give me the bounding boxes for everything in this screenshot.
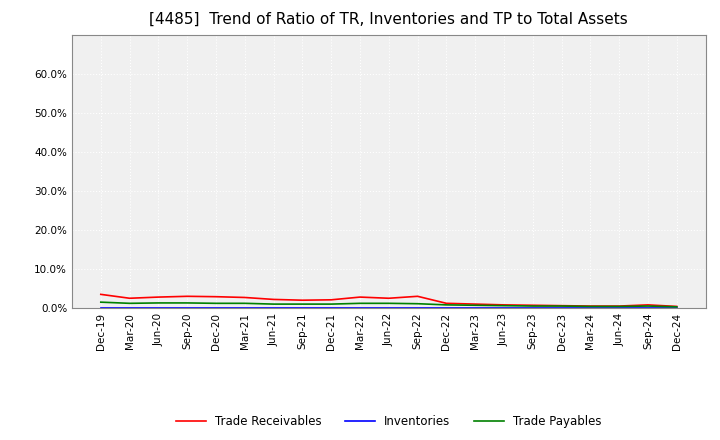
Trade Payables	[212, 301, 220, 306]
Trade Payables	[183, 300, 192, 305]
Trade Receivables	[183, 293, 192, 299]
Trade Payables	[269, 301, 278, 307]
Trade Payables	[96, 300, 105, 305]
Line: Trade Payables: Trade Payables	[101, 302, 677, 307]
Inventories	[557, 305, 566, 311]
Inventories	[500, 305, 508, 311]
Inventories	[644, 305, 652, 311]
Inventories	[298, 305, 307, 311]
Inventories	[96, 305, 105, 311]
Inventories	[442, 305, 451, 311]
Trade Receivables	[644, 302, 652, 308]
Inventories	[413, 305, 422, 311]
Trade Receivables	[154, 294, 163, 300]
Trade Receivables	[327, 297, 336, 302]
Trade Payables	[672, 304, 681, 309]
Trade Receivables	[240, 295, 249, 300]
Trade Payables	[615, 304, 624, 309]
Trade Receivables	[212, 294, 220, 299]
Trade Receivables	[269, 297, 278, 302]
Inventories	[528, 305, 537, 311]
Trade Payables	[240, 301, 249, 306]
Line: Trade Receivables: Trade Receivables	[101, 294, 677, 306]
Trade Receivables	[672, 304, 681, 309]
Trade Payables	[356, 301, 364, 306]
Inventories	[125, 305, 134, 311]
Trade Payables	[500, 303, 508, 308]
Title: [4485]  Trend of Ratio of TR, Inventories and TP to Total Assets: [4485] Trend of Ratio of TR, Inventories…	[150, 12, 628, 27]
Inventories	[154, 305, 163, 311]
Trade Receivables	[298, 297, 307, 303]
Inventories	[212, 305, 220, 311]
Trade Payables	[154, 300, 163, 305]
Trade Payables	[442, 302, 451, 308]
Inventories	[615, 305, 624, 311]
Trade Receivables	[500, 302, 508, 308]
Inventories	[269, 305, 278, 311]
Trade Receivables	[471, 301, 480, 307]
Trade Receivables	[96, 292, 105, 297]
Trade Receivables	[528, 303, 537, 308]
Trade Payables	[327, 301, 336, 307]
Trade Payables	[557, 304, 566, 309]
Trade Payables	[413, 301, 422, 306]
Trade Payables	[471, 303, 480, 308]
Trade Receivables	[413, 293, 422, 299]
Trade Payables	[298, 301, 307, 307]
Inventories	[327, 305, 336, 311]
Trade Receivables	[356, 294, 364, 300]
Trade Receivables	[125, 296, 134, 301]
Trade Payables	[125, 301, 134, 306]
Trade Receivables	[615, 304, 624, 309]
Trade Payables	[384, 301, 393, 306]
Inventories	[183, 305, 192, 311]
Trade Receivables	[586, 304, 595, 309]
Trade Receivables	[384, 296, 393, 301]
Trade Payables	[586, 304, 595, 309]
Trade Payables	[644, 304, 652, 309]
Inventories	[240, 305, 249, 311]
Trade Receivables	[557, 303, 566, 308]
Inventories	[471, 305, 480, 311]
Inventories	[672, 305, 681, 311]
Trade Payables	[528, 304, 537, 309]
Inventories	[586, 305, 595, 311]
Trade Receivables	[442, 301, 451, 306]
Legend: Trade Receivables, Inventories, Trade Payables: Trade Receivables, Inventories, Trade Pa…	[171, 411, 606, 433]
Inventories	[356, 305, 364, 311]
Inventories	[384, 305, 393, 311]
